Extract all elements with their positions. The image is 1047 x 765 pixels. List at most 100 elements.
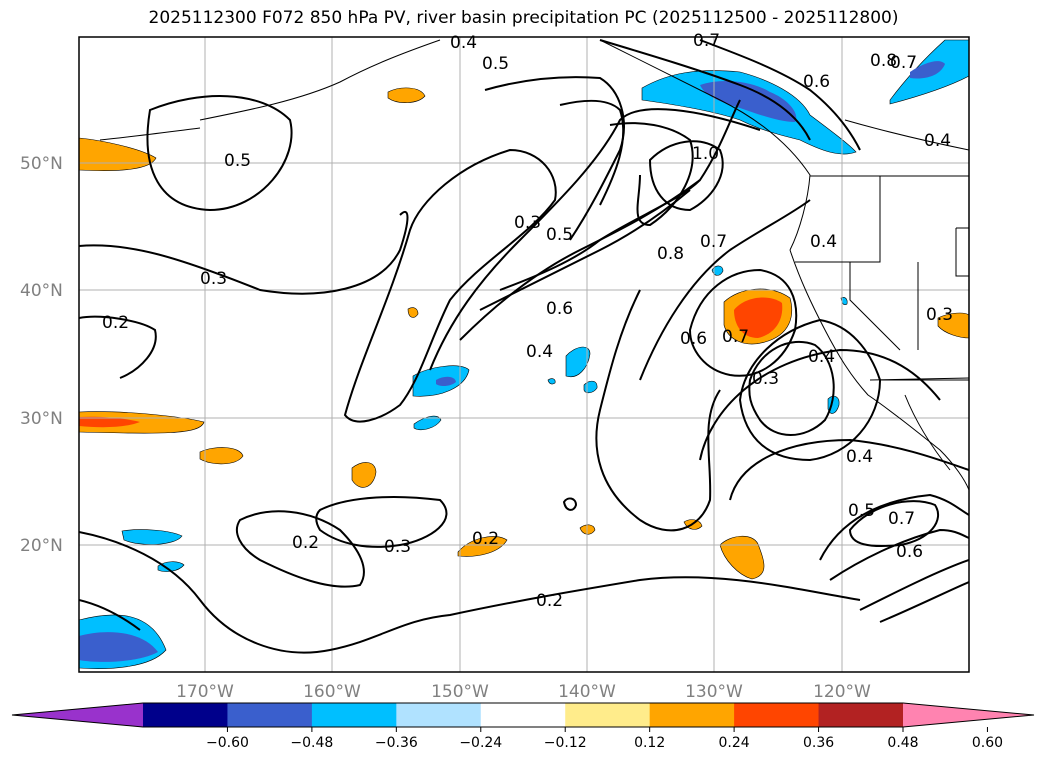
shade-orange [937,312,969,339]
colorbar-tick-label: 0.12 [634,735,665,751]
shade-blue [641,70,857,155]
shade-orange [407,307,419,318]
contour-label: 0.5 [224,151,251,171]
contour-line [738,318,882,462]
pv-contours [79,39,969,654]
shade-orange [351,462,377,488]
contour-label: 0.4 [846,447,873,467]
colorbar-bin [734,703,820,727]
shade-orange [457,536,508,557]
colorbar-extend-max [903,703,1034,727]
contour-line [146,95,293,212]
contour-line [879,581,969,623]
lon-label: 160°W [303,682,361,702]
colorbar-tick-label: 0.24 [719,735,750,751]
shade-darkblue [79,632,158,662]
state-border [849,262,901,351]
colorbar-tick-label: −0.24 [459,735,502,751]
lon-label: 140°W [558,682,616,702]
contour-line [79,315,157,379]
contour-label: 0.5 [848,501,875,521]
lat-label: 40°N [20,281,63,301]
contour-label: 0.6 [803,72,830,92]
contour-labels: 0.4 0.5 0.7 0.6 0.8 0.7 0.4 0.5 0.3 0.2 … [102,31,953,611]
contour-label: 0.6 [896,542,923,562]
shade-red [734,297,783,338]
shade-orange [719,535,765,580]
contour-label: 0.2 [102,313,129,333]
contour-label: 0.2 [472,529,499,549]
shade-orange [79,411,205,434]
state-border [955,227,969,277]
contour-label: 0.8 [870,51,897,71]
contour-line [479,189,691,311]
contour-label: 0.7 [700,232,727,252]
contour-label: 0.8 [657,244,684,264]
colorbar-tick-label: 0.60 [972,735,1003,751]
contour-line [79,599,141,631]
lon-label: 150°W [431,682,489,702]
colorbar-tick-label: −0.12 [544,735,587,751]
colorbar-bin [311,703,397,727]
map-frame [78,36,970,673]
lon-label: 120°W [813,682,871,702]
colorbar-bin [227,703,313,727]
contour-line [315,496,448,548]
contour-label: 0.3 [752,369,779,389]
contour-label: 0.4 [808,347,835,367]
colorbar-bin [143,703,228,727]
lon-label: 170°W [176,682,234,702]
lat-label: 50°N [20,154,63,174]
contour-line [729,438,969,501]
contour-line [699,39,861,151]
contour-line [562,497,578,511]
contour-line [79,211,409,295]
shade-blue [547,378,556,385]
map-title: 2025112300 F072 850 hPa PV, river basin … [148,8,899,28]
contour-label: 0.3 [926,305,953,325]
colorbar-tick-label: 0.48 [887,735,918,751]
contour-line [859,559,969,611]
colorbar: −0.60 −0.48 −0.36 −0.24 −0.12 0.12 0.24 0.36 0.4… [11,702,1035,751]
contour-label: 0.4 [450,33,477,53]
inland-border [844,119,969,151]
contour-line [748,340,835,436]
contour-label: 0.7 [722,327,749,347]
colorbar-tick-label: −0.36 [375,735,418,751]
contour-line [79,531,861,654]
contour-line [848,500,940,548]
contour-line [609,122,694,227]
contour-label: 0.3 [514,213,541,233]
colorbar-bin [649,703,735,727]
colorbar-bin [818,703,904,727]
latitude-axis: 50°N 40°N 30°N 20°N [20,154,63,556]
contour-label: 0.5 [546,225,573,245]
shade-blue [157,561,185,572]
contour-line [639,199,811,381]
shade-blue [565,346,591,378]
shade-darkblue [700,80,797,122]
us-west-coast [789,249,969,491]
contour-line [699,348,941,461]
contour-label: 1.0 [692,144,719,164]
shade-darkblue [436,376,456,387]
colorbar-tick-label: 0.36 [803,735,834,751]
contour-line [484,76,625,241]
contour-line [429,108,761,371]
contour-label: 0.7 [888,509,915,529]
shade-red [79,416,140,428]
state-border [795,215,881,263]
colorbar-tick-label: −0.48 [290,735,333,751]
precipitation-shading [79,39,969,669]
colorbar-bin [396,703,482,727]
shade-blue [711,265,724,276]
bc-coast [599,39,811,251]
shade-orange [199,447,244,465]
contour-line [599,39,811,141]
longitude-axis: 170°W 160°W 150°W 140°W 130°W 120°W [176,682,871,702]
lat-label: 30°N [20,409,63,429]
shade-darkblue [910,61,945,79]
contour-line [595,289,721,532]
contour-line [819,493,969,561]
